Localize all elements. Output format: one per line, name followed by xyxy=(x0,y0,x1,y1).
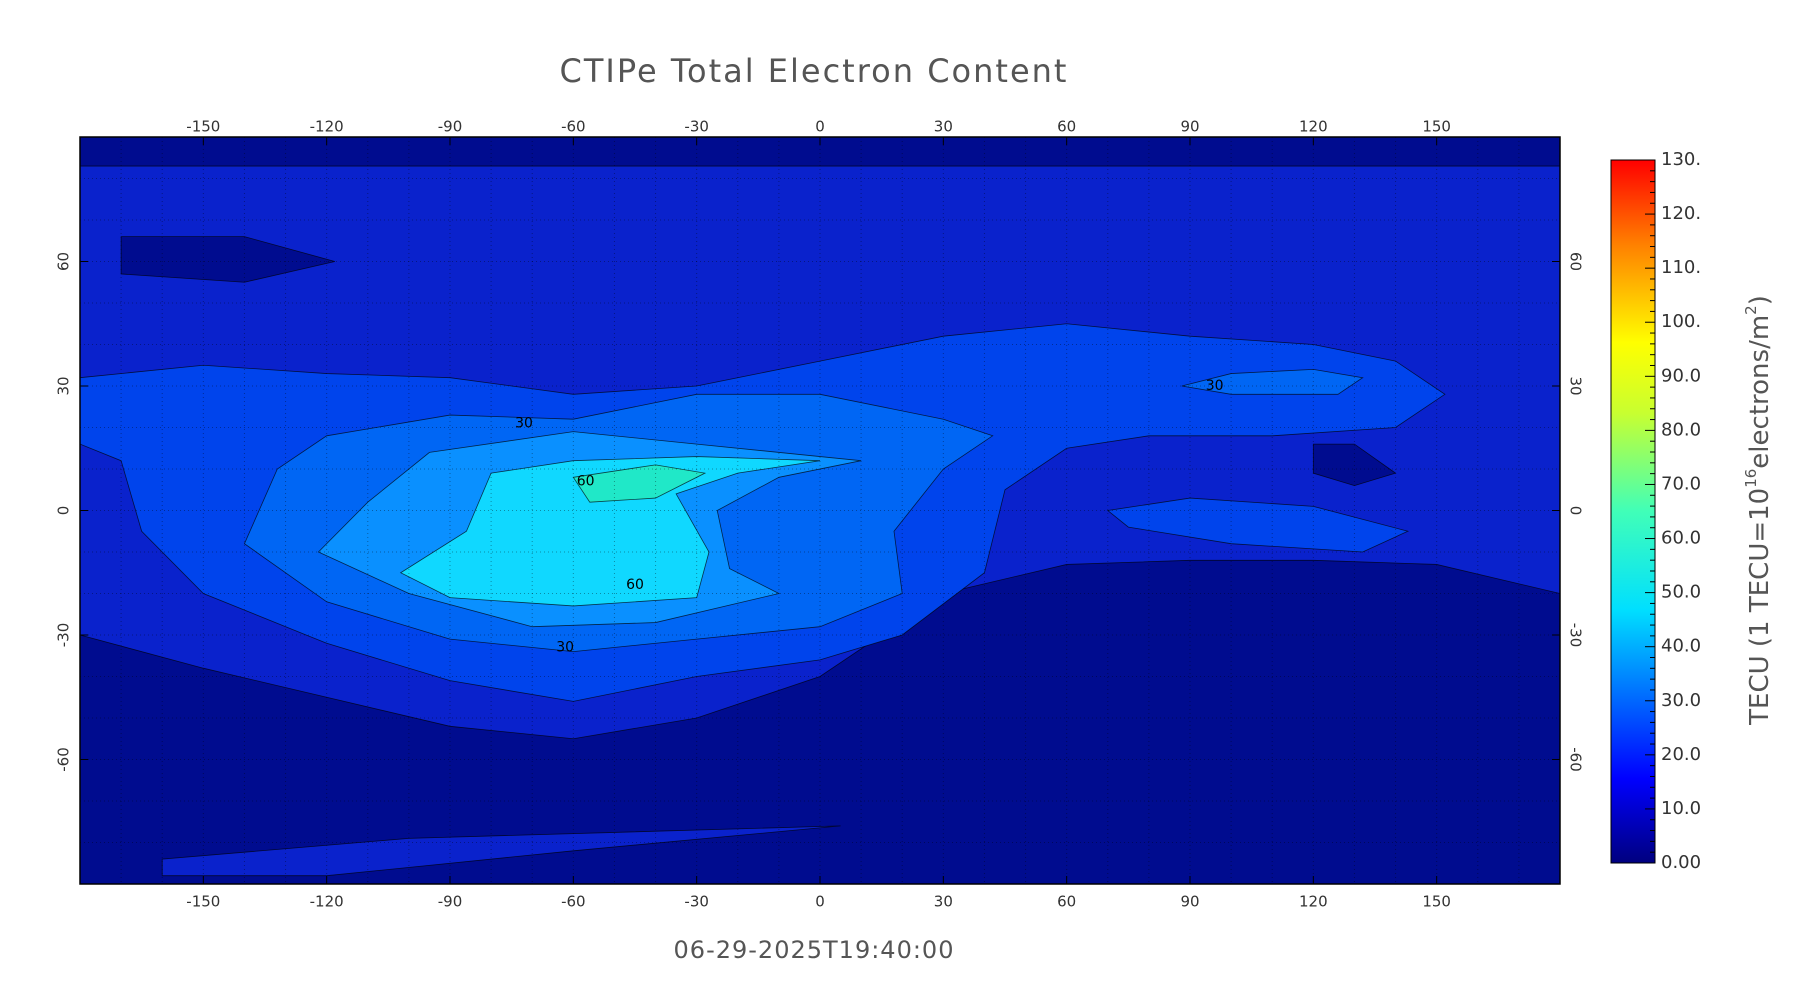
contour-label: 60 xyxy=(577,473,595,489)
x-tick-label: -30 xyxy=(684,118,709,136)
y-tick-label: 60 xyxy=(1567,252,1585,271)
x-tick-label: -120 xyxy=(310,893,344,911)
x-tick-label: -90 xyxy=(438,118,463,136)
x-tick-label: -150 xyxy=(186,893,220,911)
x-tick-label: -30 xyxy=(684,893,709,911)
colorbar-tick-label: 40.0 xyxy=(1661,636,1701,657)
label-superscript: 2 xyxy=(1742,305,1760,315)
x-tick-label: 0 xyxy=(815,118,825,136)
colorbar-label: TECU (1 TECU=1016electrons/m2) xyxy=(1742,295,1775,726)
colorbar-tick-label: 80.0 xyxy=(1661,419,1701,440)
y-tick-label: -30 xyxy=(1567,623,1585,648)
x-tick-label: -60 xyxy=(561,118,586,136)
contour-region xyxy=(1312,443,1397,487)
x-tick-label: 90 xyxy=(1180,118,1199,136)
contour-region xyxy=(161,825,841,877)
colorbar xyxy=(1610,159,1656,864)
timestamp: 06-29-2025T19:40:00 xyxy=(674,936,955,964)
x-tick-label: 90 xyxy=(1180,893,1199,911)
label-text: electrons/m xyxy=(1745,315,1775,469)
colorbar-tick-label: 120. xyxy=(1661,203,1701,224)
y-tick-label: 30 xyxy=(1567,376,1585,395)
x-tick-label: 30 xyxy=(934,893,953,911)
x-tick-label: 150 xyxy=(1422,118,1451,136)
colorbar-tick-label: 20.0 xyxy=(1661,744,1701,765)
colorbar-tick-label: 130. xyxy=(1661,149,1701,170)
contour-region xyxy=(399,456,821,607)
y-tick-label: 0 xyxy=(55,506,73,516)
y-tick-label: -60 xyxy=(1567,747,1585,772)
x-tick-label: 150 xyxy=(1422,893,1451,911)
y-tick-label: -30 xyxy=(55,623,73,648)
y-tick-label: 30 xyxy=(55,376,73,395)
colorbar-tick-label: 100. xyxy=(1661,311,1701,332)
label-text: ) xyxy=(1745,295,1775,305)
contour-region xyxy=(1106,497,1410,553)
x-tick-label: 0 xyxy=(815,893,825,911)
x-tick-label: 120 xyxy=(1299,893,1328,911)
x-tick-label: -90 xyxy=(438,893,463,911)
contour-label: 30 xyxy=(1206,378,1224,394)
map-area xyxy=(80,137,1560,884)
contour-label: 30 xyxy=(515,415,533,431)
colorbar-tick-label: 50.0 xyxy=(1661,582,1701,603)
title: CTIPe Total Electron Content xyxy=(560,52,1069,90)
contour-label: 60 xyxy=(626,577,644,593)
colorbar-tick-label: 70.0 xyxy=(1661,473,1701,494)
y-tick-label: 0 xyxy=(1567,506,1585,516)
colorbar-tick-label: 30.0 xyxy=(1661,690,1701,711)
contour-region xyxy=(1181,368,1364,395)
colorbar-tick-label: 0.00 xyxy=(1661,852,1701,873)
contour-region xyxy=(120,236,335,283)
y-tick-label: 60 xyxy=(55,252,73,271)
contour-region xyxy=(572,464,707,503)
x-tick-label: 60 xyxy=(1057,893,1076,911)
y-tick-label: -60 xyxy=(55,747,73,772)
colorbar-tick-label: 60.0 xyxy=(1661,528,1701,549)
x-tick-label: -150 xyxy=(186,118,220,136)
x-tick-label: -60 xyxy=(561,893,586,911)
x-tick-label: 30 xyxy=(934,118,953,136)
x-tick-label: 120 xyxy=(1299,118,1328,136)
colorbar-tick-label: 10.0 xyxy=(1661,798,1701,819)
colorbar-tick-label: 90.0 xyxy=(1661,365,1701,386)
label-text: TECU (1 TECU=10 xyxy=(1745,488,1775,726)
label-superscript: 16 xyxy=(1742,469,1760,488)
x-tick-label: 60 xyxy=(1057,118,1076,136)
contour-label: 30 xyxy=(556,639,574,655)
colorbar-tick-label: 110. xyxy=(1661,257,1701,278)
x-tick-label: -120 xyxy=(310,118,344,136)
